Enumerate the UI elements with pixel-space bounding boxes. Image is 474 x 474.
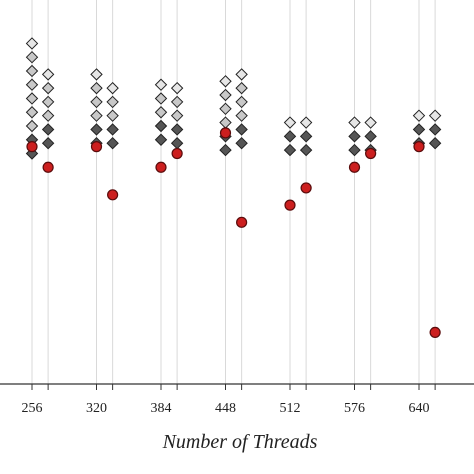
diamond-marker [106,109,119,122]
circle-marker [42,161,54,173]
diamond-marker [25,37,39,50]
diamond-marker [364,116,377,129]
x-tick-label: 320 [86,401,107,416]
x-axis-title: Number of Threads [162,431,318,453]
diamond-series [25,37,442,160]
diamond-marker [25,92,39,105]
diamond-marker [154,133,168,146]
x-tick-label: 576 [344,401,365,416]
x-axis-ticks: 256 320 384 448 512 576 640 [22,384,436,416]
diamond-marker [90,123,103,136]
diamond-marker [106,81,119,95]
diamond-marker [90,68,103,81]
diamond-marker [412,109,426,122]
x-tick-label: 512 [280,401,301,416]
diamond-marker [90,81,103,95]
circle-marker [236,216,248,228]
circle-marker [300,182,312,194]
diamond-marker [235,81,248,95]
diamond-marker [106,95,119,109]
diamond-marker [299,116,313,129]
diamond-marker [41,95,55,109]
circle-marker [413,141,425,153]
diamond-marker [25,64,39,78]
diamond-marker [170,81,184,95]
diamond-marker [41,109,55,122]
circle-marker [107,189,119,201]
diamond-marker [170,136,184,150]
diamond-marker [428,123,442,136]
x-tick-label: 256 [22,401,43,416]
diamond-marker [106,136,119,150]
diamond-marker [235,123,248,136]
diamond-marker [283,130,297,143]
diamond-marker [219,102,232,116]
circle-marker [284,199,296,211]
diamond-marker [25,50,39,64]
diamond-marker [170,109,184,122]
diamond-marker [154,119,168,133]
circle-marker [219,127,232,139]
circle-marker [26,141,38,153]
circle-marker [171,147,183,160]
diamond-marker [219,75,232,88]
diamond-marker [90,95,103,109]
diamond-marker [41,136,55,150]
diamond-marker [170,123,184,136]
diamond-marker [235,68,248,81]
circle-marker [429,326,441,338]
diamond-marker [154,106,168,119]
diamond-marker [41,123,55,136]
diamond-marker [219,116,232,129]
diamond-marker [41,68,55,81]
diamond-marker [90,109,103,122]
diamond-marker [235,95,248,109]
gridlines [31,0,436,384]
diamond-marker [219,88,232,102]
diamond-marker [41,81,55,95]
diamond-marker [428,136,442,150]
diamond-marker [364,130,377,143]
circle-marker [348,161,361,173]
diamond-marker [235,109,248,122]
diamond-marker [412,123,426,136]
diamond-marker [348,116,361,129]
diamond-marker [235,136,248,150]
diamond-marker [154,78,168,91]
circle-marker [155,161,167,173]
diamond-marker [219,143,232,157]
circle-series [26,127,441,338]
diamond-marker [25,106,39,119]
diamond-marker [428,109,442,122]
x-tick-label: 384 [151,401,172,416]
circle-marker [90,141,103,153]
diamond-marker [170,95,184,109]
diamond-marker [154,92,168,105]
diamond-marker [25,119,39,133]
diamond-marker [25,78,39,91]
diamond-marker [106,123,119,136]
circle-marker [365,147,377,160]
diamond-marker [299,130,313,143]
x-tick-label: 640 [409,401,430,416]
diamond-marker [283,143,297,157]
diamond-marker [348,130,361,143]
diamond-marker [348,143,361,157]
diamond-marker [283,116,297,129]
diamond-marker [299,143,313,157]
x-tick-label: 448 [215,401,236,416]
